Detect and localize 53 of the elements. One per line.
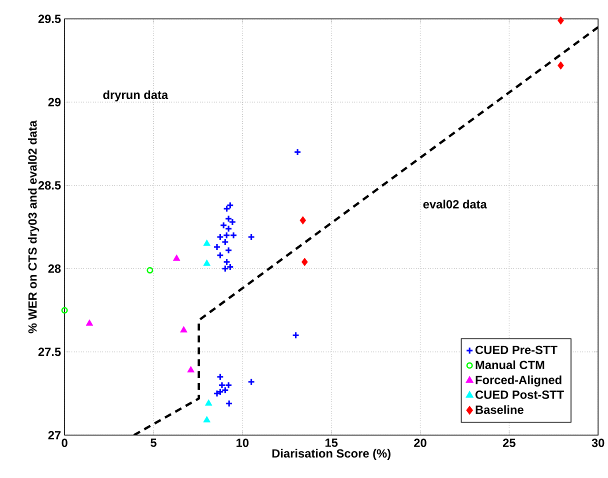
legend-label: Baseline (476, 405, 524, 414)
y-tick-label: 29.5 (38, 14, 61, 24)
x-axis-title: Diarisation Score (%) (272, 448, 390, 460)
point (224, 246, 232, 254)
point (248, 378, 256, 386)
x-tick-label: 30 (592, 438, 604, 448)
point (230, 232, 238, 240)
point (146, 267, 154, 274)
point (558, 61, 564, 70)
legend-label: Manual CTM (476, 360, 544, 370)
point (222, 232, 230, 240)
point (224, 214, 232, 223)
x-tick-label: 25 (502, 438, 516, 448)
point (223, 204, 231, 213)
point (216, 373, 224, 381)
y-axis-title: % WER on CTS dry03 and eval02 data (28, 120, 40, 334)
point (213, 243, 221, 251)
x-tick-label: 5 (150, 438, 156, 447)
y-tick-label: 28 (48, 264, 61, 273)
x-tick-label: 0 (62, 438, 68, 448)
x-tick-label: 15 (325, 438, 338, 447)
point (180, 326, 188, 332)
point (224, 381, 232, 390)
point (86, 319, 94, 326)
point (61, 307, 68, 314)
y-tick-label: 27 (48, 431, 61, 440)
point (221, 264, 229, 272)
point (203, 416, 210, 422)
legend-label: CUED Pre-STT (475, 346, 558, 354)
point (226, 202, 234, 210)
y-tick-label: 29 (48, 98, 61, 106)
point (248, 233, 256, 241)
point (187, 366, 194, 372)
x-tick-label: 20 (414, 438, 426, 448)
legend-label: Forced-Aligned (476, 376, 562, 387)
point (205, 399, 212, 406)
point (172, 254, 180, 261)
point (292, 332, 300, 340)
point (300, 216, 306, 225)
point (225, 400, 233, 408)
point (301, 258, 308, 266)
y-tick-label: 27.5 (38, 348, 61, 356)
y-tick-label: 28.5 (38, 181, 61, 190)
x-tick-label: 10 (236, 438, 249, 448)
point (203, 260, 210, 266)
point (228, 218, 236, 226)
point (558, 16, 564, 25)
point (203, 240, 210, 246)
annotation: dryrun data (103, 90, 168, 102)
annotation: eval02 data (423, 200, 487, 209)
point (294, 148, 302, 156)
point (216, 252, 224, 260)
legend-label: CUED Post-STT (475, 390, 564, 399)
